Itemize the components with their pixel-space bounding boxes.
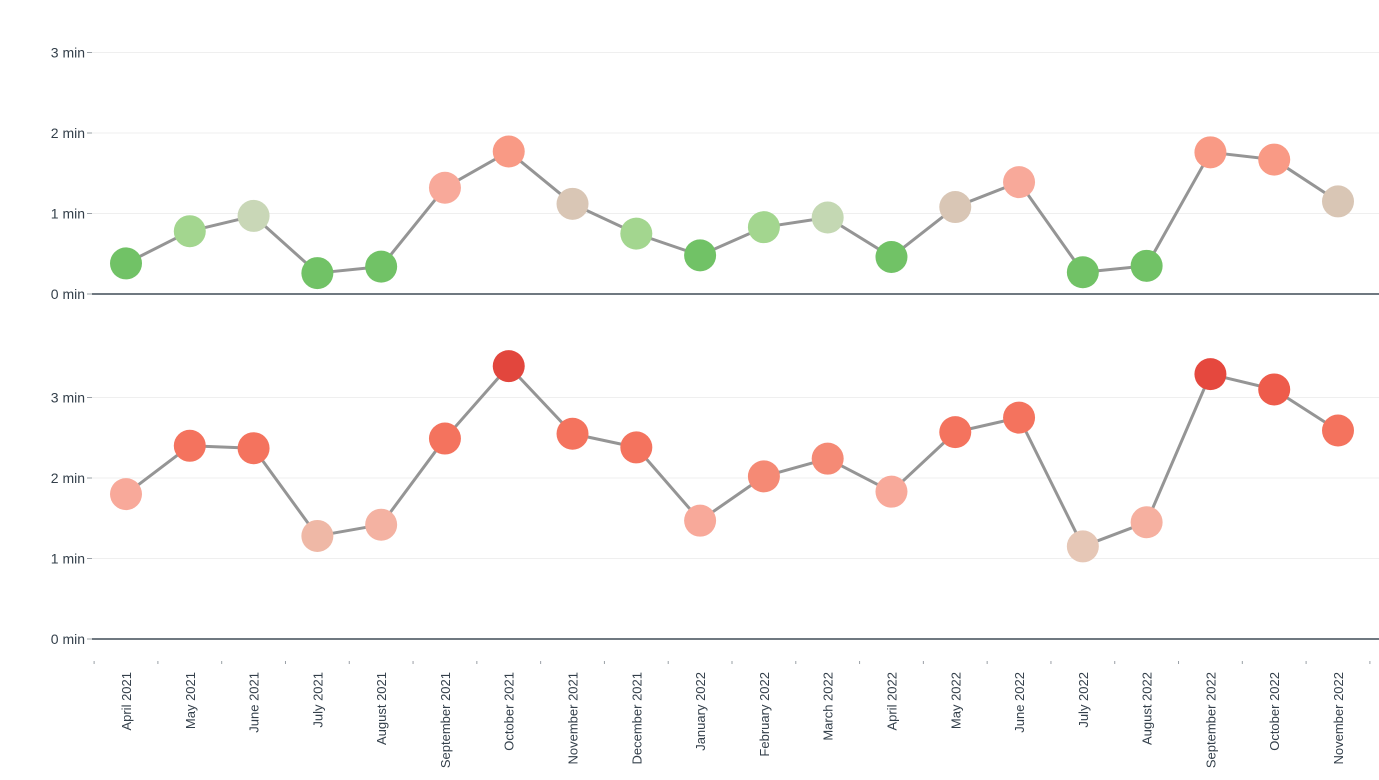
data-point[interactable] [365, 508, 398, 541]
data-point[interactable] [110, 247, 142, 280]
data-point[interactable] [365, 250, 398, 283]
data-point[interactable] [301, 257, 334, 290]
x-tick-label: June 2022 [1012, 672, 1027, 733]
data-point[interactable] [811, 201, 844, 234]
x-tick-label: September 2022 [1203, 672, 1218, 768]
data-point[interactable] [684, 239, 717, 272]
y-tick-label: 2 min [51, 125, 85, 141]
data-point[interactable] [1258, 143, 1291, 176]
data-point[interactable] [939, 191, 972, 224]
y-tick-label: 1 min [51, 206, 85, 222]
x-tick-label: November 2021 [566, 672, 581, 765]
data-point[interactable] [301, 519, 334, 552]
data-point[interactable] [1130, 249, 1163, 282]
x-tick-label: October 2021 [502, 672, 517, 751]
data-point[interactable] [556, 187, 589, 220]
data-point[interactable] [1066, 256, 1099, 289]
data-point[interactable] [875, 240, 908, 273]
x-tick-label: December 2021 [629, 672, 644, 765]
data-point[interactable] [1194, 136, 1227, 169]
data-point[interactable] [811, 442, 844, 475]
top-panel: 0 min 1 min 2 min 3 min [51, 45, 1379, 302]
x-tick-label: May 2021 [183, 672, 198, 729]
data-point[interactable] [747, 460, 780, 493]
data-point[interactable] [237, 199, 270, 232]
x-tick-label: July 2021 [310, 672, 325, 728]
x-tick-label: February 2022 [757, 672, 772, 757]
data-point[interactable] [747, 211, 780, 244]
x-axis: April 2021 May 2021 June 2021 July 2021 Augu… [93, 661, 1371, 768]
x-tick-label: September 2021 [438, 672, 453, 768]
data-point[interactable] [1194, 358, 1227, 391]
y-tick-label: 1 min [51, 551, 85, 567]
data-point[interactable] [939, 416, 972, 449]
x-tick-label: August 2022 [1140, 672, 1155, 745]
data-point[interactable] [620, 217, 653, 250]
data-point[interactable] [173, 215, 206, 248]
data-point[interactable] [492, 135, 525, 168]
data-point[interactable] [1258, 373, 1291, 406]
x-tick-label: July 2022 [1076, 672, 1091, 728]
bottom-panel: 0 min 1 min 2 min 3 min [51, 350, 1379, 647]
data-point[interactable] [620, 431, 653, 464]
x-tick-label: June 2021 [247, 672, 262, 733]
x-tick-label: August 2021 [374, 672, 389, 745]
x-tick-label: April 2021 [119, 672, 134, 731]
y-tick-label: 2 min [51, 470, 85, 486]
x-tick-label: April 2022 [884, 672, 899, 731]
data-point[interactable] [173, 429, 206, 462]
data-point[interactable] [1003, 401, 1036, 434]
y-tick-label: 3 min [51, 390, 85, 406]
data-point[interactable] [556, 417, 589, 450]
y-tick-label: 0 min [51, 286, 85, 302]
x-tick-label: October 2022 [1267, 672, 1282, 751]
data-point[interactable] [237, 432, 270, 465]
data-point[interactable] [1130, 506, 1163, 539]
data-point[interactable] [428, 422, 461, 455]
x-tick-label: March 2022 [821, 672, 836, 741]
x-tick-label: January 2022 [693, 672, 708, 751]
y-tick-label: 3 min [51, 45, 85, 61]
x-tick-label: May 2022 [948, 672, 963, 729]
data-point[interactable] [428, 171, 461, 204]
data-point[interactable] [110, 478, 142, 511]
x-tick-label: November 2022 [1331, 672, 1346, 765]
data-point[interactable] [1322, 414, 1354, 447]
data-point[interactable] [1066, 530, 1099, 563]
y-tick-label: 0 min [51, 631, 85, 647]
data-point[interactable] [684, 504, 717, 537]
data-point[interactable] [875, 475, 908, 508]
data-point[interactable] [492, 350, 525, 383]
data-point[interactable] [1322, 185, 1354, 218]
data-point[interactable] [1003, 166, 1036, 199]
